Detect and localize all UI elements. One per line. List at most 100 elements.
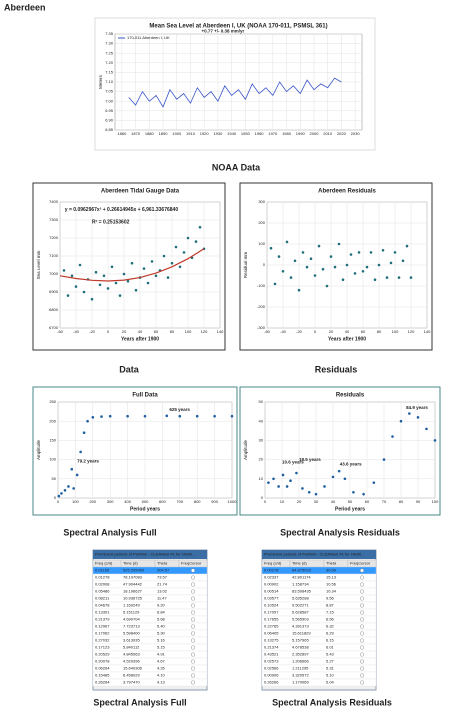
series-line	[128, 77, 342, 108]
row	[261, 601, 377, 610]
cell: 3.329572	[292, 673, 309, 678]
point	[307, 490, 311, 494]
window-title: Prominent periods of PeriWin - CLEANest …	[95, 552, 195, 557]
cell: 10.34	[326, 589, 337, 594]
x-tick-label: 40	[138, 329, 143, 334]
x-tick-label: -60	[264, 329, 271, 334]
point	[377, 263, 381, 267]
cell: 0.00178	[264, 568, 279, 573]
y-tick-label: 100	[49, 457, 56, 462]
y-tick-label: 7.00	[105, 98, 114, 103]
point	[295, 471, 298, 475]
point	[416, 416, 420, 419]
column-header: Time (d)	[292, 561, 307, 566]
cell: 4.26	[157, 666, 166, 671]
radio	[190, 596, 195, 601]
radio	[360, 680, 365, 685]
point	[289, 479, 292, 483]
point	[331, 475, 335, 479]
y-tick-label: 7.10	[105, 79, 114, 84]
cell: 42.801174	[292, 575, 311, 580]
y-tick-label: 40	[259, 418, 264, 423]
point	[352, 490, 355, 494]
x-tick-label: 800	[194, 499, 201, 504]
x-axis-label: Years after 1900	[121, 336, 159, 342]
point	[293, 259, 297, 263]
row	[92, 608, 208, 617]
cell: 4.391373	[292, 624, 309, 629]
point	[91, 416, 95, 419]
point	[186, 236, 190, 240]
cell: 7.15	[326, 610, 335, 615]
radio	[360, 638, 365, 643]
row	[92, 650, 208, 659]
x-tick-label: -20	[89, 329, 96, 334]
x-tick-label: 100	[185, 329, 192, 334]
y-tick-label: 7200	[49, 235, 59, 240]
point	[321, 267, 325, 271]
row	[261, 636, 377, 645]
point	[178, 265, 182, 269]
radio	[190, 673, 195, 678]
cell: 0.13275	[264, 638, 279, 643]
y-tick-label: 50	[52, 476, 57, 481]
point	[393, 251, 397, 254]
cell: 0.00902	[264, 582, 279, 587]
cell: 0.04678	[95, 603, 110, 608]
x-tick-label: 1860	[117, 131, 127, 136]
cell: 525.295460	[123, 568, 145, 573]
point	[74, 285, 78, 288]
radio	[360, 568, 365, 573]
x-tick-label: 90	[416, 499, 421, 504]
point	[72, 487, 75, 490]
point	[401, 259, 405, 263]
radio	[190, 610, 195, 615]
cell: 5.840112	[123, 645, 140, 650]
y-tick-label: 7400	[49, 199, 59, 204]
cell: 5.628587	[292, 610, 309, 615]
column-header: Theta	[326, 561, 337, 566]
cell: 0.21374	[264, 645, 279, 650]
row	[261, 587, 377, 596]
row	[261, 678, 377, 687]
y-tick-label: 30	[259, 437, 264, 442]
x-tick-label: 100	[432, 499, 439, 504]
x-tick-label: 100	[72, 499, 79, 504]
y-tick-label: 7.05	[105, 89, 114, 94]
cell: 9.56	[326, 596, 335, 601]
y-axis-label: Amplitude	[36, 440, 41, 461]
radio	[190, 666, 195, 671]
x-tick-label: 900	[211, 499, 218, 504]
x-tick-label: 2000	[310, 131, 320, 136]
point	[66, 294, 70, 297]
y-tick-label: 7100	[49, 253, 59, 258]
row	[92, 566, 208, 575]
cell: 21.74	[157, 582, 168, 587]
cell: 4.10	[157, 673, 166, 678]
x-tick-label: 120	[201, 329, 208, 334]
cell: 204.57	[157, 568, 170, 573]
x-tick-label: 20	[329, 329, 334, 334]
cell: 30.69	[326, 568, 337, 573]
point	[349, 253, 353, 256]
cell: 5.04	[326, 680, 335, 685]
x-tick-label: 0	[314, 329, 317, 334]
point	[195, 414, 199, 418]
point	[353, 272, 357, 275]
cell: 0.00514	[264, 589, 279, 594]
y-tick-label: 200	[258, 220, 265, 225]
column-header: FreqCursor	[350, 561, 371, 566]
cell: 0.43521	[264, 652, 279, 657]
chart-title: Residuals	[336, 393, 365, 399]
cell: 5.151129	[123, 610, 140, 615]
point	[357, 251, 361, 254]
y-axis-label: Amplitude	[243, 440, 248, 461]
point	[361, 270, 365, 273]
x-tick-label: 80	[399, 499, 404, 504]
point	[67, 485, 70, 488]
cell: 0.02337	[264, 575, 279, 580]
x-axis-label: Period years	[335, 506, 365, 512]
cell: 0.20078	[95, 659, 110, 664]
point	[391, 435, 394, 438]
